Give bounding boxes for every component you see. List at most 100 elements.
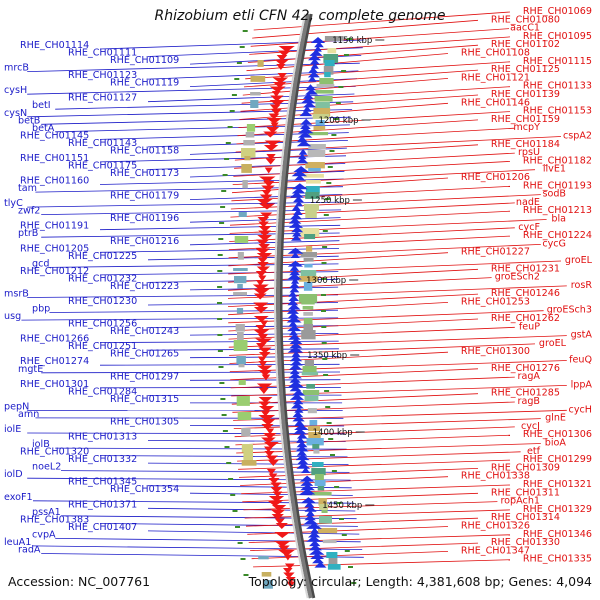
feature-block — [304, 174, 324, 178]
reverse-cds-arrow — [270, 109, 282, 115]
reverse-cds-arrow — [258, 415, 276, 421]
reverse-cds-arrow — [267, 460, 279, 466]
reverse-gene-label: feuP — [519, 321, 540, 332]
scale-tick-label: 1450 kbp — [322, 501, 362, 511]
feature-block — [301, 330, 316, 340]
forward-cds-arrow — [307, 71, 320, 78]
rna-marker — [348, 566, 353, 568]
forward-cds-arrow — [291, 187, 306, 194]
reverse-gene-label: RHE_CH01182 — [523, 155, 592, 166]
rna-marker — [324, 390, 330, 392]
forward-connector — [49, 309, 339, 313]
feature-block — [314, 96, 333, 102]
feature-block — [245, 132, 255, 138]
forward-cds-arrow — [289, 286, 300, 293]
genome-track — [217, 13, 357, 599]
reverse-cds-arrow — [257, 217, 270, 223]
forward-gene-label: RHE_CH01274 — [20, 356, 89, 367]
reverse-gene-label: RHE_CH01153 — [523, 106, 592, 117]
reverse-gene-label: RHE_CH01184 — [491, 139, 560, 150]
scale-ticks: 1150 kbp 1200 kbp 1250 kbp 1300 kbp 1350 kbp… — [306, 36, 385, 511]
reverse-cds-arrow — [268, 113, 280, 120]
rna-marker — [333, 118, 339, 120]
summary-text: Topology: circular; Length: 4,381,608 bp… — [248, 574, 592, 589]
feature-block — [323, 54, 339, 63]
feature-block — [298, 276, 318, 282]
feature-block — [238, 364, 245, 368]
forward-gene-label: RHE_CH01354 — [110, 484, 179, 495]
reverse-gene-label: RHE_CH01311 — [491, 487, 560, 498]
rna-marker — [239, 46, 245, 48]
feature-block — [315, 102, 330, 110]
forward-gene-label: RHE_CH01179 — [110, 191, 179, 202]
rna-marker — [218, 366, 224, 368]
forward-gene-label: ptrB — [18, 228, 38, 239]
forward-cds-arrow — [287, 303, 301, 310]
reverse-gene-label: RHE_CH01335 — [523, 554, 592, 565]
forward-gene-label: pepN — [4, 401, 29, 412]
reverse-cds-arrow — [268, 473, 278, 480]
forward-cds-arrow — [288, 217, 302, 224]
forward-cds-arrow — [309, 540, 321, 547]
feature-block — [250, 76, 266, 82]
rna-marker — [330, 454, 335, 456]
forward-gene-label: RHE_CH01345 — [68, 477, 137, 488]
reverse-cds-arrow — [263, 145, 279, 151]
rna-marker — [321, 262, 327, 264]
rna-marker — [217, 286, 223, 288]
scale-tick-label: 1400 kbp — [313, 428, 353, 438]
feature-block — [308, 144, 326, 150]
reverse-connector — [231, 385, 567, 397]
rna-marker — [328, 438, 334, 440]
forward-cds-arrow — [300, 479, 314, 486]
rna-marker — [341, 534, 347, 536]
reverse-gene-label: cycH — [569, 404, 592, 415]
forward-connector — [27, 477, 351, 481]
feature-block — [314, 474, 324, 484]
forward-cds-arrow — [306, 510, 315, 516]
reverse-gene-label: lppA — [571, 379, 593, 390]
rna-marker — [331, 470, 337, 472]
feature-block — [324, 36, 344, 42]
reverse-gene-label: RHE_CH01306 — [523, 429, 592, 440]
reverse-gene-label: RHE_CH01133 — [523, 81, 592, 92]
reverse-connector — [234, 426, 515, 438]
forward-gene-label: pssA1 — [32, 507, 61, 518]
forward-cds-arrow — [310, 553, 325, 559]
reverse-cds-arrow — [256, 253, 273, 259]
forward-gene-label: pbp — [32, 304, 50, 315]
forward-gene-label: iolE — [4, 424, 21, 435]
feature-block — [305, 192, 320, 199]
rna-marker — [327, 166, 333, 168]
reverse-gene-label: ilvE1 — [543, 164, 566, 175]
feature-block — [250, 92, 261, 96]
forward-cds-arrow — [294, 174, 306, 181]
reverse-gene-label: RHE_CH01125 — [491, 64, 560, 75]
reverse-cds-arrow — [261, 185, 275, 192]
feature-block — [302, 366, 317, 376]
reverse-cds-arrow — [278, 545, 290, 552]
reverse-connector — [242, 492, 479, 503]
reverse-cds-arrow — [272, 77, 289, 84]
forward-gene-label: RHE_CH01111 — [68, 48, 137, 59]
forward-gene-label: iolD — [4, 469, 23, 480]
reverse-cds-arrow — [270, 122, 279, 129]
reverse-cds-arrow — [259, 194, 273, 201]
forward-gene-label: gcd — [32, 258, 49, 269]
forward-gene-label: RHE_CH01216 — [110, 236, 179, 247]
feature-block — [324, 60, 335, 67]
forward-cds-arrow — [292, 411, 304, 418]
feature-block — [319, 78, 334, 86]
feature-block — [233, 268, 248, 271]
forward-cds-arrow — [310, 527, 319, 534]
forward-cds-arrow — [291, 277, 300, 284]
reverse-connector — [229, 360, 567, 372]
reverse-gene-label: mcpY — [513, 122, 540, 133]
reverse-gene-label: RHE_CH01253 — [461, 296, 530, 307]
forward-gene-label: RHE_CH01127 — [68, 93, 137, 104]
forward-cds-arrow — [309, 58, 320, 65]
feature-block — [257, 60, 264, 67]
forward-cds-arrow — [295, 454, 310, 461]
forward-cds-arrow — [299, 488, 316, 495]
